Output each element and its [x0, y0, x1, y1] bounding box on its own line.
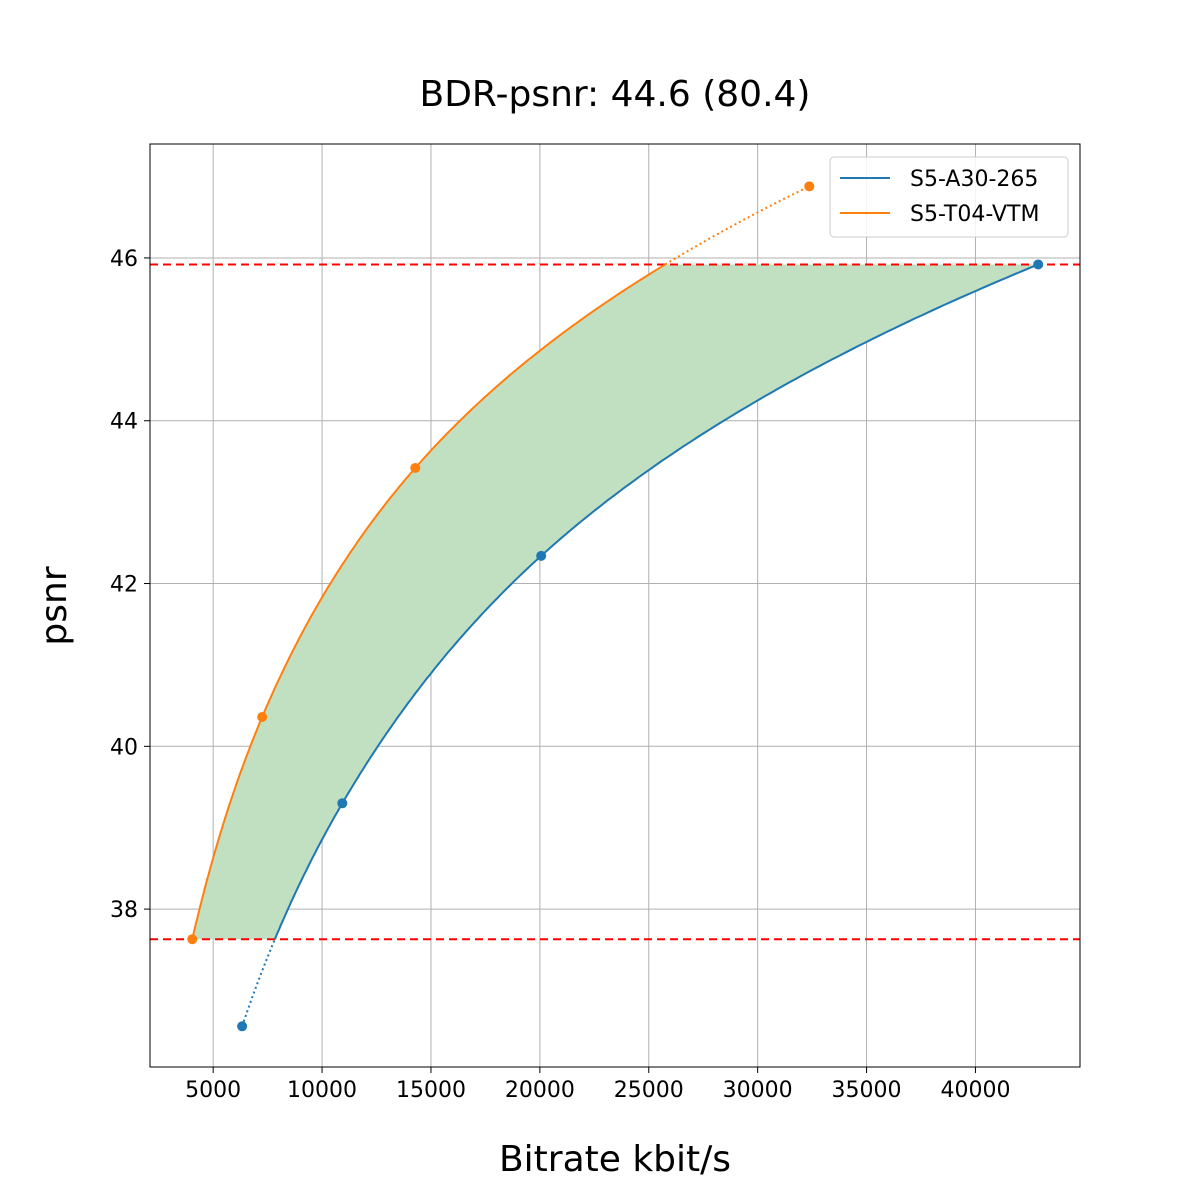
- plot-frame: [149, 143, 1081, 1068]
- x-tick-label: 15000: [396, 1078, 466, 1103]
- y-tick-label: 42: [110, 573, 138, 598]
- x-tick-label: 10000: [287, 1078, 357, 1103]
- x-tick-label: 40000: [940, 1078, 1010, 1103]
- y-tick-label: 44: [110, 410, 138, 435]
- legend: S5-A30-265 S5-T04-VTM: [829, 156, 1069, 238]
- data-point-s5-a30-265: [1033, 259, 1044, 270]
- data-point-s5-a30-265: [536, 550, 547, 561]
- data-point-s5-t04-vtm: [187, 934, 198, 945]
- y-tick-label: 46: [110, 247, 138, 272]
- x-tick-label: 30000: [723, 1078, 793, 1103]
- series-extrapolation-s5-t04-vtm: [664, 185, 810, 266]
- chart-title: BDR-psnr: 44.6 (80.4): [420, 74, 811, 115]
- x-tick-label: 5000: [185, 1078, 241, 1103]
- y-tick-label: 38: [110, 898, 138, 923]
- series-extrapolation-s5-a30-265: [241, 938, 276, 1027]
- data-point-s5-a30-265: [237, 1021, 248, 1032]
- x-axis-label: Bitrate kbit/s: [499, 1139, 731, 1180]
- x-tick-label: 20000: [505, 1078, 575, 1103]
- series-line-s5-t04-vtm: [191, 263, 666, 940]
- data-point-s5-t04-vtm: [804, 181, 815, 192]
- legend-label-s5-a30-265: S5-A30-265: [910, 167, 1038, 192]
- data-point-s5-t04-vtm: [410, 462, 421, 473]
- series-line-s5-a30-265: [273, 263, 1039, 940]
- y-axis-label: psnr: [34, 566, 75, 645]
- data-point-s5-t04-vtm: [257, 712, 268, 723]
- legend-label-s5-t04-vtm: S5-T04-VTM: [910, 202, 1039, 227]
- data-point-s5-a30-265: [337, 798, 348, 809]
- x-tick-label: 25000: [614, 1078, 684, 1103]
- y-tick-label: 40: [110, 735, 138, 760]
- x-tick-label: 35000: [832, 1078, 902, 1103]
- bd-area-fill: [192, 264, 1039, 940]
